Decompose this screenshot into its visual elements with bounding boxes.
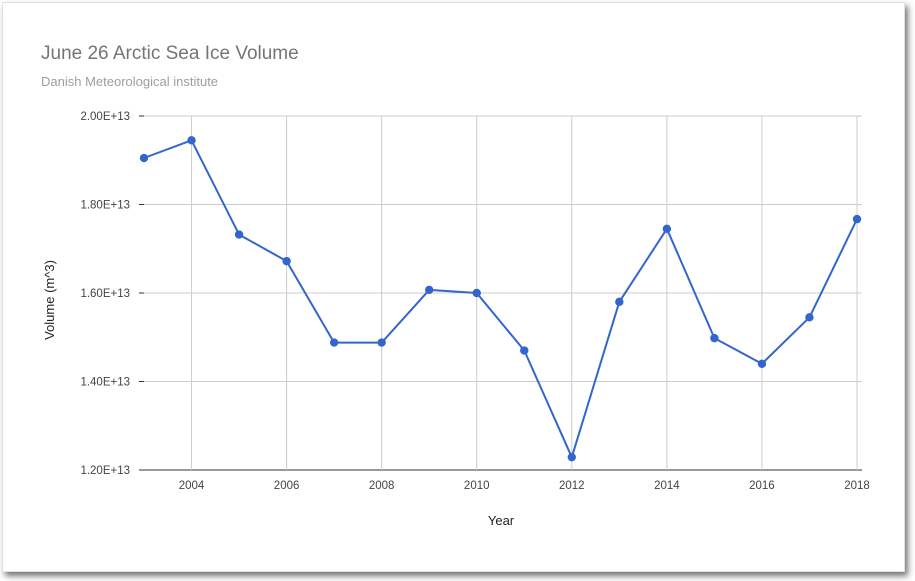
y-tick-label: 2.00E+13 bbox=[80, 111, 130, 123]
data-point bbox=[520, 346, 529, 355]
x-tick-label: 2016 bbox=[749, 480, 775, 492]
y-tick-label: 1.60E+13 bbox=[80, 288, 130, 300]
y-tick-label: 1.80E+13 bbox=[80, 200, 130, 212]
x-axis-title: Year bbox=[488, 513, 515, 528]
chart-title: June 26 Arctic Sea Ice Volume bbox=[41, 43, 299, 64]
series-group bbox=[139, 136, 862, 462]
data-point bbox=[757, 359, 767, 368]
data-point bbox=[805, 313, 814, 322]
chart-card: June 26 Arctic Sea Ice Volume Danish Met… bbox=[2, 2, 905, 572]
y-tick-label: 1.40E+13 bbox=[80, 377, 130, 389]
data-point bbox=[377, 338, 386, 347]
x-tick-label: 2004 bbox=[179, 480, 205, 492]
data-point bbox=[139, 153, 149, 163]
x-tick-label: 2012 bbox=[559, 480, 585, 492]
data-point bbox=[329, 338, 339, 347]
series-line bbox=[143, 139, 858, 459]
y-tick-label: 1.20E+13 bbox=[80, 465, 130, 477]
data-point bbox=[662, 224, 672, 234]
data-point bbox=[187, 136, 196, 145]
x-axis-ticks: 2004 2006 2008 2010 2012 2014 2016 2018 bbox=[179, 480, 870, 492]
data-point bbox=[282, 256, 291, 266]
data-point bbox=[615, 297, 624, 307]
data-point bbox=[234, 230, 244, 239]
y-axis-title: Volume (m^3) bbox=[42, 260, 57, 340]
chart-subtitle: Danish Meteorological institute bbox=[41, 74, 219, 89]
y-axis-ticks: 1.20E+13 1.40E+13 1.60E+13 1.80E+13 2.00E+13 bbox=[80, 111, 144, 477]
x-tick-label: 2014 bbox=[654, 480, 680, 492]
x-tick-label: 2006 bbox=[274, 480, 300, 492]
data-point bbox=[567, 452, 576, 462]
x-tick-label: 2018 bbox=[844, 480, 870, 492]
data-point bbox=[425, 285, 434, 295]
gridlines bbox=[144, 115, 862, 471]
data-point bbox=[852, 214, 862, 224]
data-point bbox=[472, 288, 481, 298]
data-point bbox=[710, 333, 719, 343]
x-tick-label: 2010 bbox=[464, 480, 490, 492]
x-tick-label: 2008 bbox=[369, 480, 395, 492]
